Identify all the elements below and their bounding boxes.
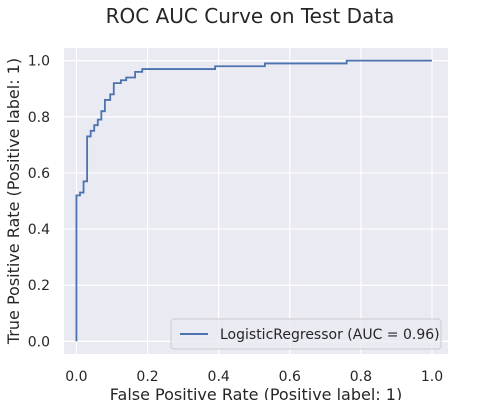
x-tick-label: 0.2	[136, 369, 158, 385]
y-tick-labels: 0.0 0.2 0.4 0.6 0.8 1.0	[28, 54, 50, 351]
x-tick-label: 0.6	[279, 369, 301, 385]
chart-title: ROC AUC Curve on Test Data	[106, 4, 395, 28]
plot-area	[64, 48, 448, 354]
x-tick-label: 0.0	[65, 369, 87, 385]
y-tick-label: 0.8	[28, 110, 50, 126]
x-tick-label: 1.0	[421, 369, 443, 385]
roc-curve-line	[75, 59, 432, 342]
legend-box	[170, 318, 442, 350]
y-tick-label: 0.0	[28, 334, 50, 350]
grid-lines	[64, 48, 448, 354]
series-group	[75, 59, 432, 342]
legend: LogisticRegressor (AUC = 0.96)	[170, 318, 442, 350]
legend-label: LogisticRegressor (AUC = 0.96)	[220, 327, 440, 343]
y-tick-label: 0.6	[28, 166, 50, 182]
y-tick-label: 0.4	[28, 222, 50, 238]
y-tick-label: 1.0	[28, 54, 50, 70]
y-axis-label: True Positive Rate (Positive label: 1)	[4, 58, 23, 345]
y-tick-label: 0.2	[28, 278, 50, 294]
x-tick-labels: 0.0 0.2 0.4 0.6 0.8 1.0	[65, 369, 443, 385]
x-axis-label: False Positive Rate (Positive label: 1)	[110, 385, 402, 400]
x-tick-label: 0.8	[350, 369, 372, 385]
x-tick-label: 0.4	[208, 369, 230, 385]
